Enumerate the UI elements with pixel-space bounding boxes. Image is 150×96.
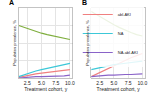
svg-text:7.5: 7.5 bbox=[52, 80, 59, 86]
svg-text:Population prevalence, %: Population prevalence, % bbox=[85, 20, 90, 66]
svg-text:7.5: 7.5 bbox=[125, 80, 132, 86]
svg-text:NA-abl-AKI: NA-abl-AKI bbox=[118, 50, 138, 55]
svg-text:2.5: 2.5 bbox=[24, 80, 31, 86]
svg-text:NA: NA bbox=[118, 31, 124, 36]
svg-text:5.0: 5.0 bbox=[110, 80, 117, 86]
svg-text:B: B bbox=[82, 0, 87, 6]
svg-text:5.0: 5.0 bbox=[38, 80, 45, 86]
svg-text:Population prevalence, %: Population prevalence, % bbox=[12, 20, 17, 66]
svg-text:Treatment cohort, y: Treatment cohort, y bbox=[97, 86, 141, 92]
svg-text:10.0: 10.0 bbox=[137, 80, 147, 86]
svg-text:2.5: 2.5 bbox=[96, 80, 103, 86]
svg-text:abl-AKI: abl-AKI bbox=[118, 12, 131, 17]
svg-text:Treatment cohort, y: Treatment cohort, y bbox=[24, 86, 68, 92]
svg-text:10.0: 10.0 bbox=[65, 80, 75, 86]
svg-text:A: A bbox=[9, 0, 14, 6]
